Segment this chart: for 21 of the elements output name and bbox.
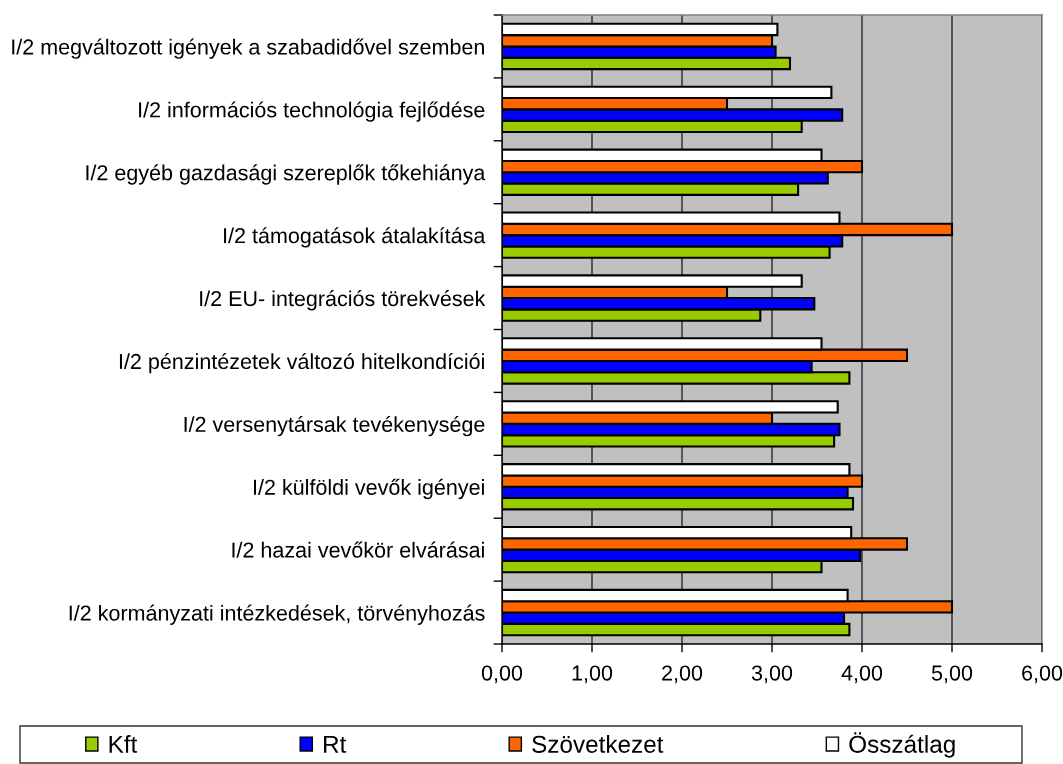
y-tick-label: I/2 EU- integrációs törekvések xyxy=(200,290,486,311)
legend-label: Rt xyxy=(324,735,347,753)
y-tick-label: I/2 információs technológia fejlődése xyxy=(139,101,485,122)
x-tick-label: 0,00 xyxy=(481,665,523,684)
x-tick-label: 2,00 xyxy=(662,665,703,684)
y-tick-label: I/2 hazai vevőkör elvárásai xyxy=(232,541,484,558)
x-tick-label: 5,00 xyxy=(931,665,973,684)
y-tick-label: I/2 egyéb gazdasági szereplők tőkehiánya xyxy=(86,164,486,185)
y-tick-label: I/2 megváltozott igények a szabadidővel szemben xyxy=(12,38,484,59)
y-tick-label: I/2 pénzintézetek változó hitelkondíciói xyxy=(119,353,484,374)
x-tick-label: 1,00 xyxy=(572,665,613,684)
y-tick-label: I/2 versenytársak tevékenysége xyxy=(184,415,485,437)
y-tick-label: I/2 külföldi vevők igényei xyxy=(253,478,484,500)
y-tick-label: I/2 támogatások átalakítása xyxy=(224,227,486,248)
legend-label: Összátlag xyxy=(849,732,955,758)
x-tick-label: 4,00 xyxy=(841,665,883,684)
x-tick-label: 3,00 xyxy=(751,665,793,684)
legend-label: Kft xyxy=(109,735,138,753)
legend-label: Szövetkezet xyxy=(532,735,664,753)
y-tick-label: I/2 kormányzati intézkedések, törvényhozás xyxy=(69,604,485,625)
x-tick-label: 6,00 xyxy=(1022,665,1063,684)
